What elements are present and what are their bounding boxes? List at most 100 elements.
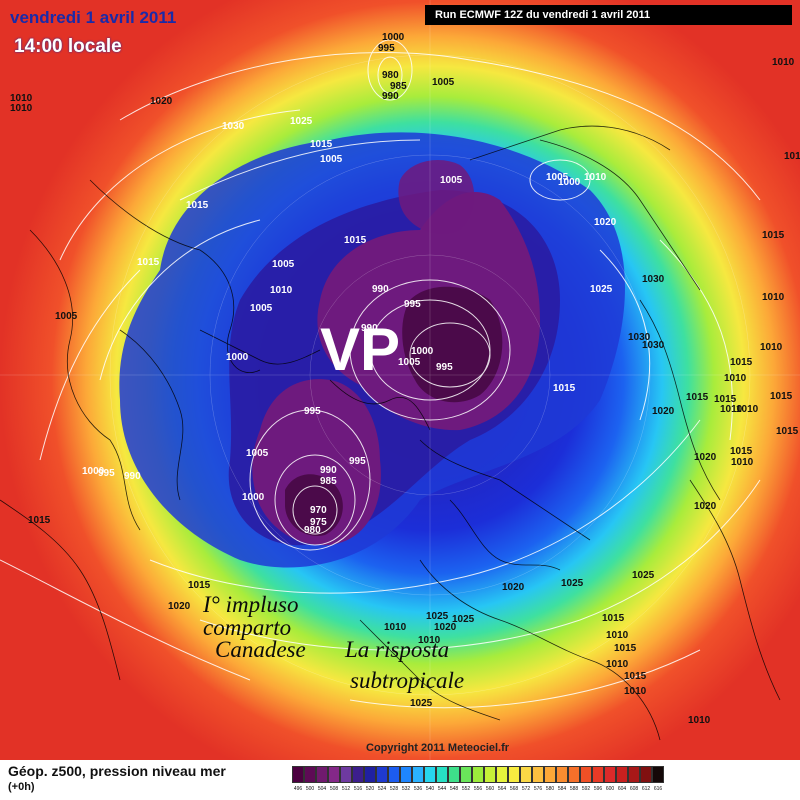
isobar-label: 1030 [642, 274, 665, 285]
legend-label: 600 [605, 786, 615, 792]
isobar-label: 1025 [561, 578, 584, 589]
isobar-label: 1010 [720, 404, 743, 415]
legend-cell: 544 [436, 766, 448, 796]
isobar-label: 1015 [28, 515, 51, 526]
isobar-label: 990 [124, 471, 141, 482]
legend-cell: 604 [616, 766, 628, 796]
isobar-label: 1010 [760, 342, 783, 353]
legend-label: 560 [485, 786, 495, 792]
legend-label: 504 [317, 786, 327, 792]
isobar-label: 1010 [606, 659, 629, 670]
isobar-label: 1010 [270, 285, 293, 296]
isobar-label: 1005 [398, 357, 421, 368]
legend-label: 572 [521, 786, 531, 792]
legend-cell: 588 [568, 766, 580, 796]
annotation-subtropical-line-1: La risposta [344, 637, 449, 662]
isobar-label: 1015 [344, 235, 367, 246]
low-atlantic-core [285, 474, 343, 536]
isobar-label: 1005 [246, 448, 269, 459]
legend-label: 552 [461, 786, 471, 792]
legend-swatch [304, 766, 316, 783]
legend-swatch [388, 766, 400, 783]
legend-cell: 564 [496, 766, 508, 796]
isobar-label: 1010 [736, 404, 759, 415]
footer-title: Géop. z500, pression niveau mer [8, 763, 226, 779]
legend-swatch [316, 766, 328, 783]
legend-label: 576 [533, 786, 543, 792]
legend-cell: 576 [532, 766, 544, 796]
legend-swatch [508, 766, 520, 783]
legend-cell: 556 [472, 766, 484, 796]
legend-label: 540 [425, 786, 435, 792]
isobar-label: 1005 [440, 175, 463, 186]
isobar-label: 1010 [688, 715, 711, 726]
legend-swatch [616, 766, 628, 783]
legend-label: 556 [473, 786, 483, 792]
isobar-label: 1020 [694, 452, 717, 463]
low-purple-atlantic [252, 379, 381, 546]
isobar-label: 1025 [452, 614, 475, 625]
isobar-label: 1005 [250, 303, 273, 314]
isobar-label: 1015 [188, 580, 211, 591]
legend-swatch [628, 766, 640, 783]
legend-swatch [556, 766, 568, 783]
isobar-label: 1005 [320, 154, 343, 165]
legend-swatch [328, 766, 340, 783]
legend-swatch [544, 766, 556, 783]
isobar-label: 975 [310, 517, 327, 528]
isobar-label: 1000 [226, 352, 249, 363]
isobar-label: 995 [349, 456, 366, 467]
legend-cell: 616 [652, 766, 664, 796]
legend-cell: 548 [448, 766, 460, 796]
legend-swatch [424, 766, 436, 783]
isobar-label: 1010 [384, 622, 407, 633]
isobar-label: 1020 [434, 622, 457, 633]
isobar-label: 1010 [772, 57, 795, 68]
isobar-label: 1030 [642, 340, 665, 351]
isobar-label: 985 [320, 476, 337, 487]
isobar-label: 1010 [10, 103, 33, 114]
isobar-label: 1015 [730, 357, 753, 368]
legend-cell: 532 [400, 766, 412, 796]
legend-label: 564 [497, 786, 507, 792]
legend-label: 508 [329, 786, 339, 792]
isobar-label: 1025 [632, 570, 655, 581]
isobar-label: 1015 [553, 383, 576, 394]
legend-label: 528 [389, 786, 399, 792]
isobar-label: 1030 [628, 332, 651, 343]
isobar-label: 1015 [770, 391, 793, 402]
isobar-label: 1010 [606, 630, 629, 641]
legend-swatch [592, 766, 604, 783]
legend-swatch [364, 766, 376, 783]
legend-cell: 504 [316, 766, 328, 796]
forecast-date: vendredi 1 avril 2011 [10, 8, 177, 27]
isobar-label: 1000 [382, 32, 405, 43]
legend-cell: 600 [604, 766, 616, 796]
annotation-canada: I° impluso comparto Canadese [202, 592, 306, 662]
legend-swatch [496, 766, 508, 783]
legend-swatch [400, 766, 412, 783]
legend-swatch [640, 766, 652, 783]
isobar-label: 1000 [242, 492, 265, 503]
isobar-label: 1000 [82, 466, 105, 477]
legend-cell: 528 [388, 766, 400, 796]
isobar-label: 1015 [310, 139, 333, 150]
legend-cell: 536 [412, 766, 424, 796]
isobar-label: 1015 [137, 257, 160, 268]
isobar-label: 990 [320, 465, 337, 476]
isobar-label: 1010 [724, 373, 747, 384]
legend-swatch [340, 766, 352, 783]
legend-label: 568 [509, 786, 519, 792]
annotation-subtropical: La risposta subtropicale [344, 637, 464, 693]
legend-label: 524 [377, 786, 387, 792]
legend-swatch [292, 766, 304, 783]
isobar-label: 995 [436, 362, 453, 373]
color-legend: 496 500 504 508 512 516 520 524 528 532 536 540 544 5… [292, 766, 664, 796]
legend-cell: 560 [484, 766, 496, 796]
isobar-label: 1020 [694, 501, 717, 512]
legend-label: 520 [365, 786, 375, 792]
annotation-canada-line-3: Canadese [215, 637, 306, 662]
legend-label: 612 [641, 786, 651, 792]
legend-cell: 572 [520, 766, 532, 796]
